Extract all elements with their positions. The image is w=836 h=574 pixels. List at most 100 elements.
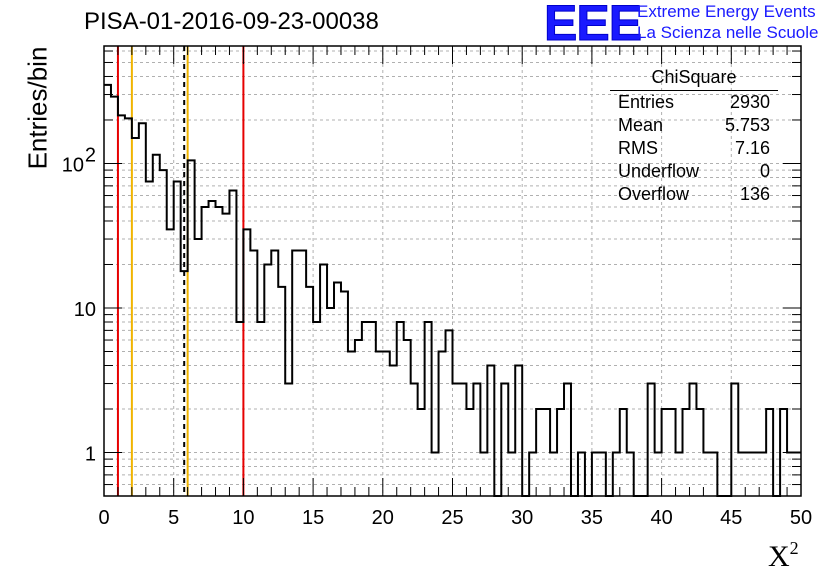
histogram-bin	[529, 452, 536, 496]
histogram-bin	[320, 264, 327, 496]
histogram-bin	[404, 340, 411, 496]
histogram-bin	[271, 250, 278, 496]
histogram-bin	[473, 384, 480, 496]
histogram-bin	[536, 409, 543, 496]
histogram-bin	[557, 409, 564, 496]
histogram-bin	[334, 283, 341, 496]
histogram-bin	[599, 452, 606, 496]
histogram-bin	[564, 384, 571, 496]
histogram-bin	[250, 250, 257, 496]
x-tick-label: 30	[511, 507, 533, 529]
histogram-bin	[745, 452, 752, 496]
histogram-bin	[759, 452, 766, 496]
stats-row-mean: Mean 5.753	[610, 114, 778, 137]
histogram-bin	[627, 452, 634, 496]
histogram-bin	[348, 351, 355, 496]
logo-line-2: La Scienza nelle Scuole	[637, 23, 819, 42]
histogram-bin	[146, 182, 153, 496]
stats-row-rms: RMS 7.16	[610, 137, 778, 160]
histogram-bin	[369, 322, 376, 496]
x-tick-label: 5	[168, 507, 179, 529]
histogram-bin	[620, 409, 627, 496]
stats-row-entries: Entries 2930	[610, 91, 778, 114]
histogram-bin	[139, 123, 146, 496]
y-tick-label: 1	[85, 443, 96, 465]
x-tick-label: 45	[720, 507, 742, 529]
histogram-bin	[453, 384, 460, 496]
histogram-bin	[376, 351, 383, 496]
histogram-bin	[738, 452, 745, 496]
histogram-bin	[501, 384, 508, 496]
histogram-bin	[327, 308, 334, 496]
x-axis-label: X2	[768, 538, 799, 574]
histogram-bin	[104, 85, 111, 496]
histogram-bin	[459, 384, 466, 496]
histogram-bin	[209, 201, 216, 496]
y-tick-label: 10	[74, 299, 96, 321]
histogram-bin	[578, 452, 585, 496]
x-tick-label: 40	[650, 507, 672, 529]
histogram-bin	[306, 287, 313, 496]
histogram-bin	[689, 384, 696, 496]
histogram-bin	[696, 409, 703, 496]
histogram-bin	[397, 322, 404, 496]
histogram-bin	[167, 229, 174, 496]
histogram-bin	[216, 207, 223, 496]
histogram-bin	[278, 287, 285, 496]
x-tick-label: 20	[372, 507, 394, 529]
histogram-bin	[466, 409, 473, 496]
histogram-bin	[341, 292, 348, 496]
histogram-bin	[439, 351, 446, 496]
histogram-bin	[669, 409, 676, 496]
stats-value: 7.16	[734, 138, 770, 158]
histogram-bin	[487, 365, 494, 496]
histogram-bin	[543, 409, 550, 496]
histogram-bin	[655, 452, 662, 496]
x-tick-label: 35	[581, 507, 603, 529]
histogram-bin	[613, 452, 620, 496]
histogram-bin	[118, 115, 125, 496]
x-tick-label: 50	[790, 507, 812, 529]
histogram-bin	[418, 409, 425, 496]
stats-title: ChiSquare	[610, 66, 778, 91]
histogram-series	[104, 83, 801, 497]
histogram-bin	[153, 155, 160, 496]
histogram-bin	[731, 384, 738, 496]
x-tick-label: 0	[98, 507, 109, 529]
histogram-bin	[710, 452, 717, 496]
chart-title: PISA-01-2016-09-23-00038	[84, 8, 379, 35]
histogram-bin	[390, 365, 397, 496]
histogram-bin	[299, 250, 306, 496]
histogram-bin	[766, 409, 773, 496]
histogram-bin	[648, 384, 655, 496]
histogram-bin	[195, 239, 202, 496]
stats-label: RMS	[618, 138, 658, 158]
x-tick-label: 10	[232, 507, 254, 529]
histogram-bin	[432, 452, 439, 496]
histogram-bin	[752, 452, 759, 496]
stats-value: 2930	[729, 92, 770, 112]
eee-logo: EEE	[543, 0, 642, 51]
histogram-bin	[550, 452, 557, 496]
histogram-bin	[355, 340, 362, 496]
histogram-bin	[181, 271, 188, 496]
histogram-bin	[683, 409, 690, 496]
histogram-bin	[508, 452, 515, 496]
histogram-bin	[285, 384, 292, 496]
x-axis-label-superscript: 2	[789, 538, 799, 558]
histogram-bin	[676, 452, 683, 496]
histogram-bin	[202, 207, 209, 496]
y-tick-exponent: 2	[85, 144, 96, 166]
histogram-bin	[313, 322, 320, 496]
stats-value: 0	[759, 161, 770, 181]
y-tick-label: 10	[62, 154, 84, 176]
histogram-bin	[125, 118, 132, 496]
stats-value: 136	[739, 184, 770, 204]
x-axis-label-base: X	[768, 540, 790, 573]
histogram-bin	[292, 250, 299, 496]
histogram-bin	[243, 229, 250, 496]
stats-label: Underflow	[618, 161, 700, 181]
